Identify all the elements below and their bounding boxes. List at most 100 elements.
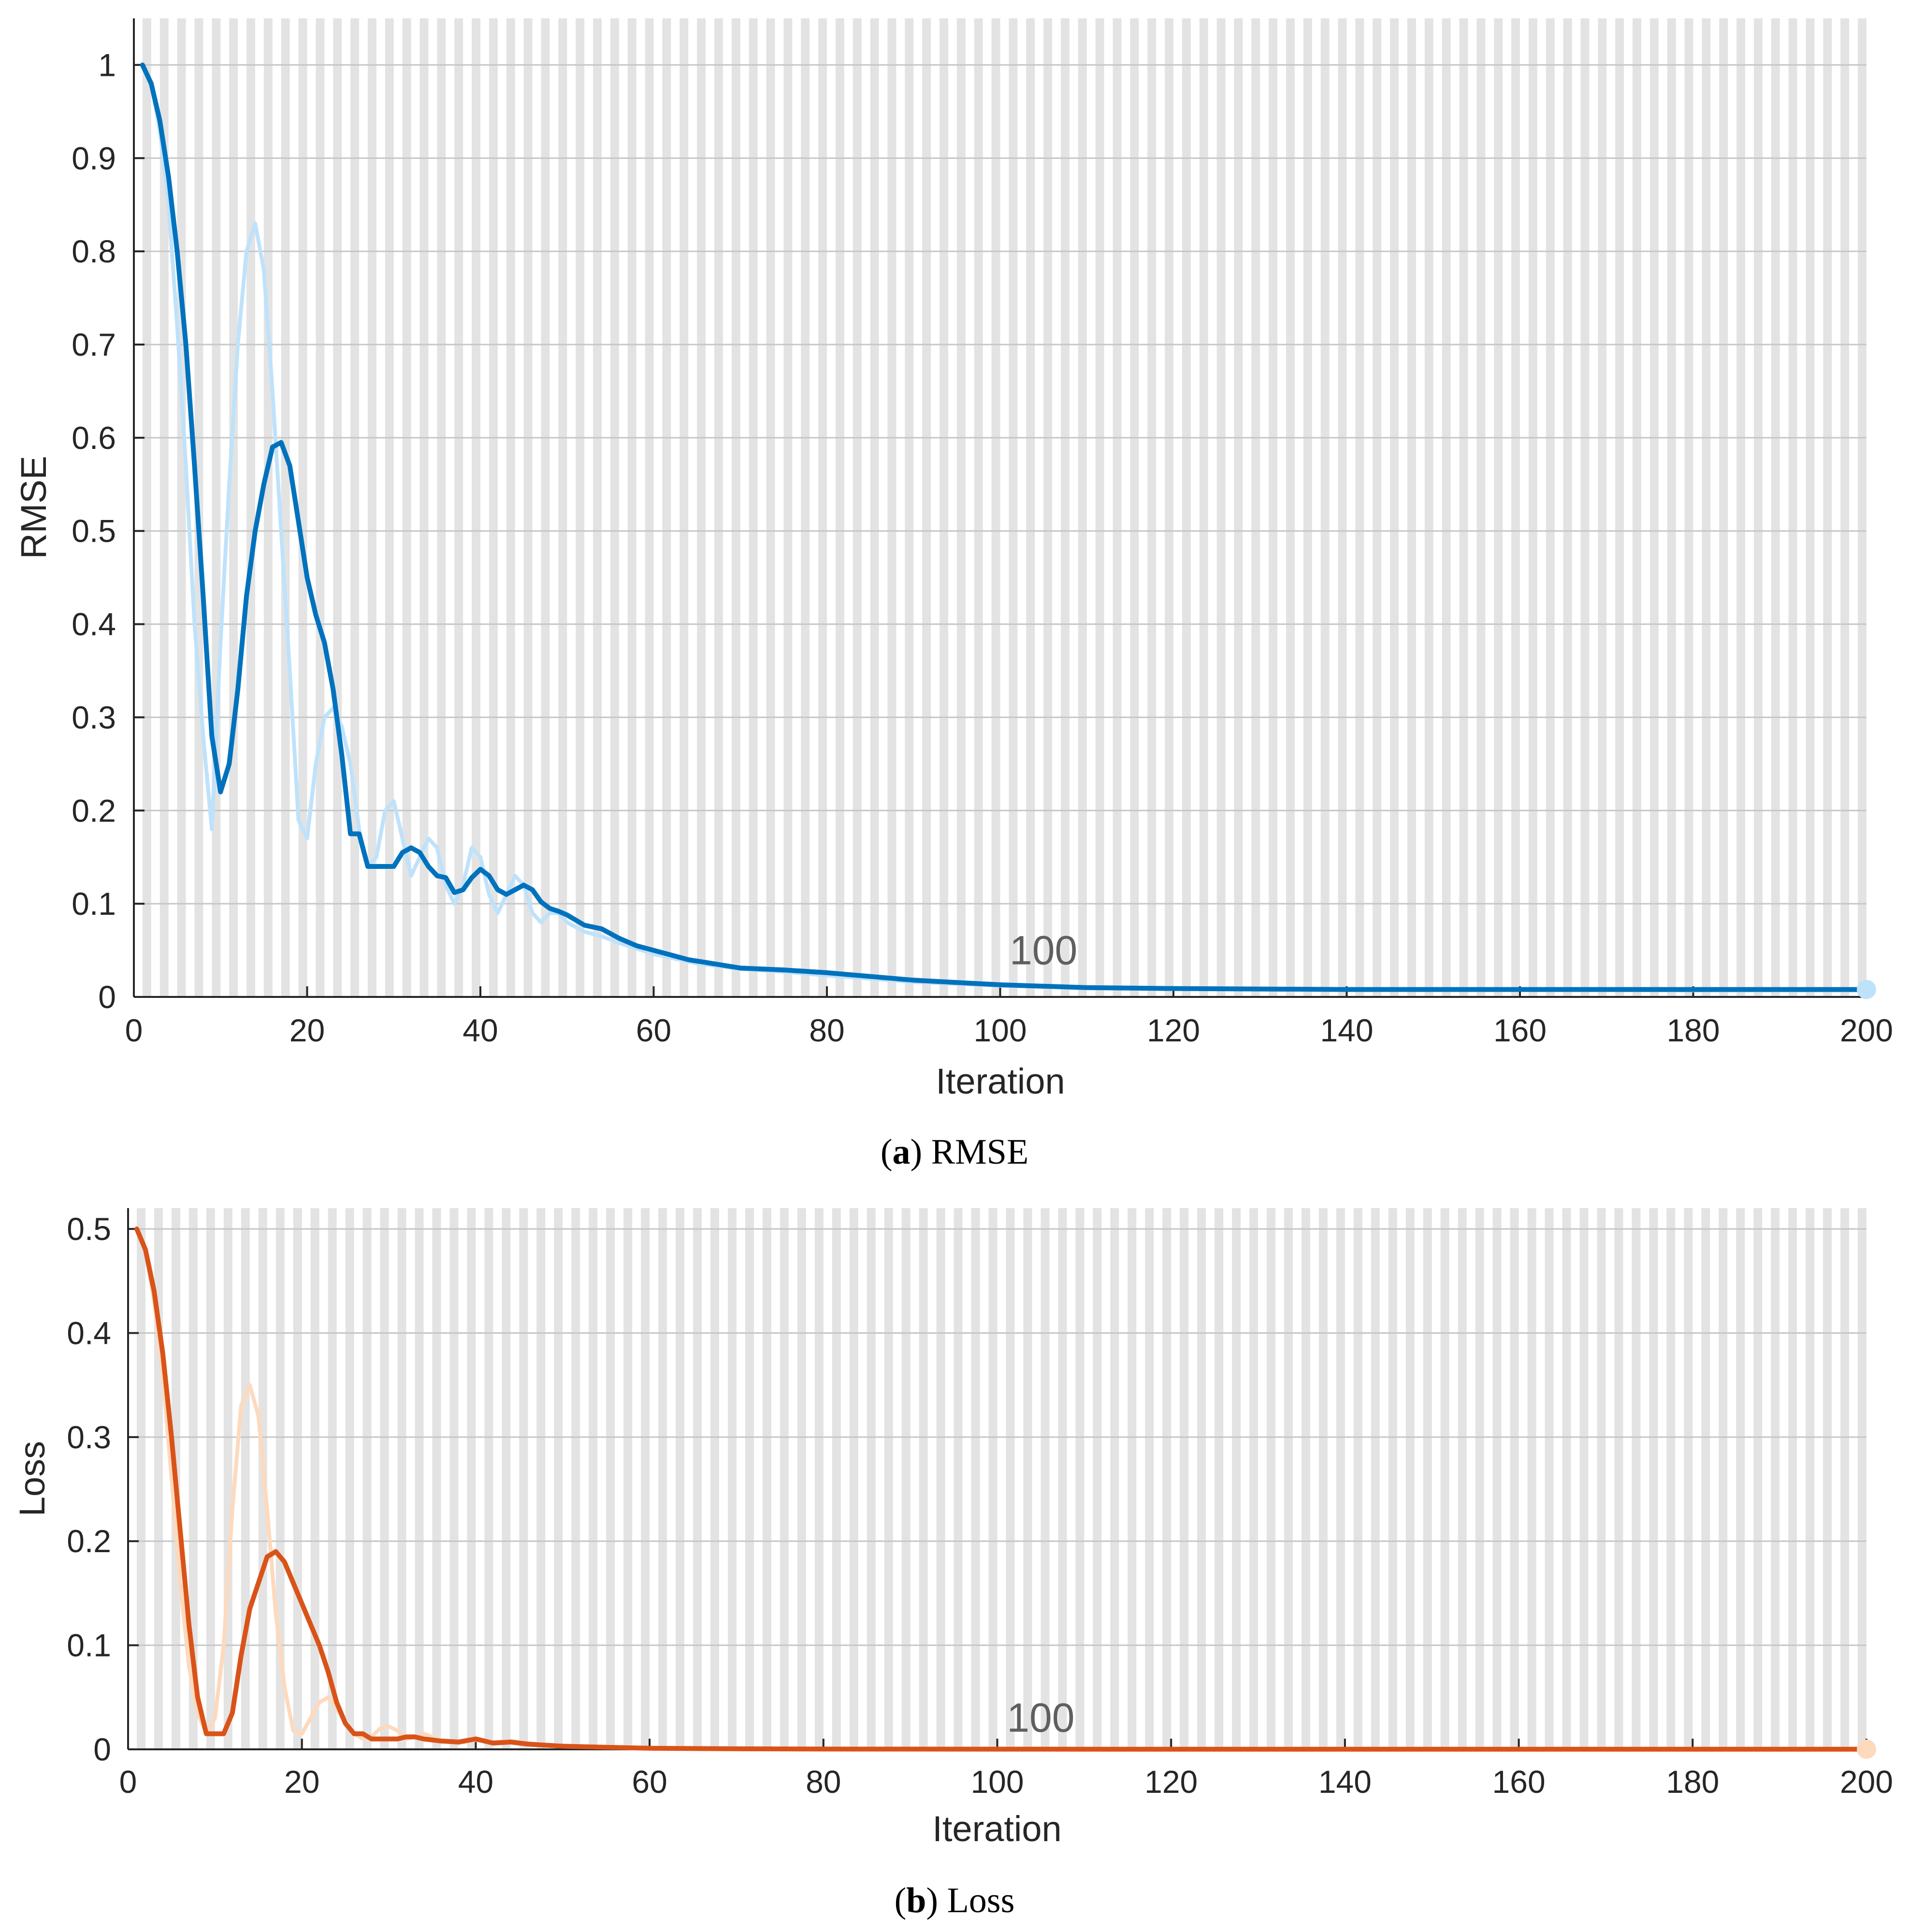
iteration-band bbox=[541, 18, 550, 997]
x-tick-label: 40 bbox=[458, 1764, 493, 1800]
y-tick-label: 0.7 bbox=[72, 327, 116, 362]
iteration-band bbox=[867, 1208, 876, 1749]
iteration-band bbox=[298, 18, 307, 997]
caption-letter-b: b bbox=[906, 1881, 926, 1920]
iteration-band bbox=[536, 1208, 546, 1749]
iteration-band bbox=[1320, 18, 1330, 997]
iteration-band bbox=[1562, 1208, 1571, 1749]
iteration-band bbox=[1528, 18, 1537, 997]
y-tick-label: 0.2 bbox=[72, 793, 116, 828]
iteration-band bbox=[275, 1208, 285, 1749]
iteration-band bbox=[1667, 18, 1676, 997]
iteration-band bbox=[519, 1208, 528, 1749]
x-axis-title-loss: Iteration bbox=[932, 1809, 1061, 1849]
iteration-band bbox=[680, 18, 689, 997]
y-tick-label: 1 bbox=[98, 47, 116, 83]
iteration-band bbox=[1684, 1208, 1693, 1749]
iteration-band bbox=[1336, 1208, 1345, 1749]
epoch-label-rmse: 100 bbox=[1010, 928, 1077, 973]
iteration-band bbox=[554, 1208, 563, 1749]
iteration-band bbox=[1009, 18, 1018, 997]
iteration-band bbox=[1130, 18, 1139, 997]
iteration-band bbox=[1563, 18, 1572, 997]
x-tick-label: 80 bbox=[809, 1012, 844, 1048]
iteration-band bbox=[1058, 1208, 1067, 1749]
x-tick-label: 20 bbox=[289, 1012, 325, 1048]
iteration-band bbox=[593, 18, 602, 997]
iteration-band bbox=[1459, 18, 1468, 997]
iteration-band bbox=[1128, 1208, 1137, 1749]
iteration-band bbox=[1424, 18, 1433, 997]
x-tick-label: 0 bbox=[125, 1012, 143, 1048]
iteration-band bbox=[1216, 18, 1226, 997]
iteration-band bbox=[1251, 18, 1260, 997]
iteration-band bbox=[350, 18, 360, 997]
iteration-band bbox=[229, 18, 238, 997]
iteration-band bbox=[333, 18, 342, 997]
x-tick-label: 80 bbox=[806, 1764, 841, 1800]
iteration-band bbox=[310, 1208, 319, 1749]
iteration-band bbox=[1338, 18, 1347, 997]
iteration-band bbox=[623, 1208, 633, 1749]
iteration-band bbox=[1147, 18, 1157, 997]
iteration-band bbox=[1753, 1208, 1763, 1749]
iteration-band bbox=[1840, 18, 1850, 997]
x-ticks-loss: 0 20 40 60 80 100 120 140 160 180 200 bbox=[119, 1739, 1893, 1800]
iteration-band bbox=[1095, 18, 1104, 997]
iteration-band bbox=[1405, 1208, 1415, 1749]
iteration-band bbox=[1614, 1208, 1623, 1749]
caption-text-a: RMSE bbox=[931, 1132, 1029, 1172]
iteration-band bbox=[1579, 1208, 1589, 1749]
y-tick-label: 0 bbox=[98, 979, 116, 1015]
iteration-band bbox=[1458, 1208, 1467, 1749]
iteration-band bbox=[814, 1208, 824, 1749]
iteration-band bbox=[385, 18, 394, 997]
y-tick-label: 0.5 bbox=[67, 1211, 111, 1247]
iteration-band bbox=[1598, 18, 1607, 997]
iteration-band bbox=[849, 1208, 858, 1749]
x-axis-title-rmse: Iteration bbox=[936, 1061, 1065, 1101]
iteration-band bbox=[1494, 18, 1503, 997]
y-tick-label: 0.1 bbox=[67, 1628, 111, 1663]
iteration-band bbox=[1041, 1208, 1050, 1749]
iteration-band bbox=[797, 1208, 806, 1749]
iteration-band bbox=[641, 1208, 650, 1749]
iteration-band bbox=[506, 18, 515, 997]
iteration-band bbox=[345, 1208, 354, 1749]
iteration-band bbox=[1026, 18, 1035, 997]
iteration-band bbox=[1284, 1208, 1293, 1749]
iteration-band bbox=[606, 1208, 615, 1749]
iteration-band bbox=[801, 18, 810, 997]
iteration-band bbox=[206, 1208, 215, 1749]
iteration-band bbox=[745, 1208, 754, 1749]
iteration-band bbox=[1006, 1208, 1015, 1749]
iteration-band bbox=[1615, 18, 1624, 997]
iteration-band bbox=[136, 1208, 145, 1749]
iteration-band bbox=[835, 18, 844, 997]
iteration-band bbox=[432, 1208, 441, 1749]
iteration-band bbox=[749, 18, 758, 997]
iteration-band bbox=[415, 1208, 424, 1749]
iteration-band bbox=[1597, 1208, 1606, 1749]
iteration-band bbox=[1180, 1208, 1189, 1749]
x-tick-label: 20 bbox=[284, 1764, 319, 1800]
final-point-marker-rmse bbox=[1857, 980, 1876, 999]
iteration-band bbox=[1475, 1208, 1484, 1749]
iteration-band bbox=[974, 18, 983, 997]
chart-loss: 0 20 40 60 80 100 120 140 160 180 200 0 0.1 0.2 0.3 0.… bbox=[12, 1208, 1893, 1849]
iteration-band bbox=[658, 1208, 667, 1749]
x-tick-label: 0 bbox=[119, 1764, 137, 1800]
iteration-band bbox=[1546, 18, 1555, 997]
iteration-band bbox=[502, 1208, 511, 1749]
iteration-band bbox=[971, 1208, 980, 1749]
series-line-smoothed-rmse bbox=[140, 62, 1869, 992]
caption-rmse: (a) RMSE bbox=[881, 1132, 1028, 1172]
iteration-band bbox=[246, 18, 255, 997]
iteration-band bbox=[1388, 1208, 1397, 1749]
iteration-band bbox=[1093, 1208, 1102, 1749]
y-tick-label: 0.9 bbox=[72, 140, 116, 176]
y-tick-label: 0.3 bbox=[72, 699, 116, 735]
iteration-band bbox=[1197, 1208, 1206, 1749]
iteration-band bbox=[988, 1208, 998, 1749]
